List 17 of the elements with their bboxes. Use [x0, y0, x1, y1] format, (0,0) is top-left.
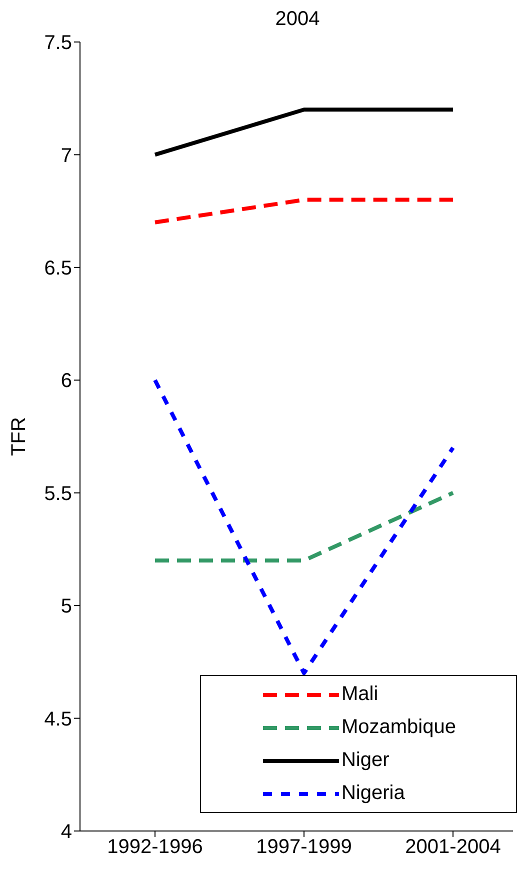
legend-label: Niger: [341, 749, 390, 772]
y-tick-label: 5: [60, 596, 72, 618]
y-axis-title: TFR: [8, 417, 30, 456]
chart-title: 2004: [274, 8, 321, 32]
y-tick-label: 7: [60, 144, 72, 167]
legend-label: Mozambique: [341, 716, 456, 739]
y-tick-label: 5.5: [44, 482, 72, 505]
y-tick-label: 7.5: [44, 32, 72, 54]
x-tick-label: 1992-1996: [107, 836, 203, 858]
legend-label: Nigeria: [341, 782, 405, 805]
y-tick-label: 4.5: [44, 708, 72, 730]
y-tick-label: 4: [60, 821, 72, 844]
y-tick-label: 6.5: [44, 258, 72, 280]
x-tick-label: 1997-1999: [256, 836, 352, 858]
legend-label: Mali: [341, 683, 378, 706]
x-tick-label: 2001-2004: [405, 836, 501, 858]
y-tick-label: 6: [60, 370, 72, 392]
